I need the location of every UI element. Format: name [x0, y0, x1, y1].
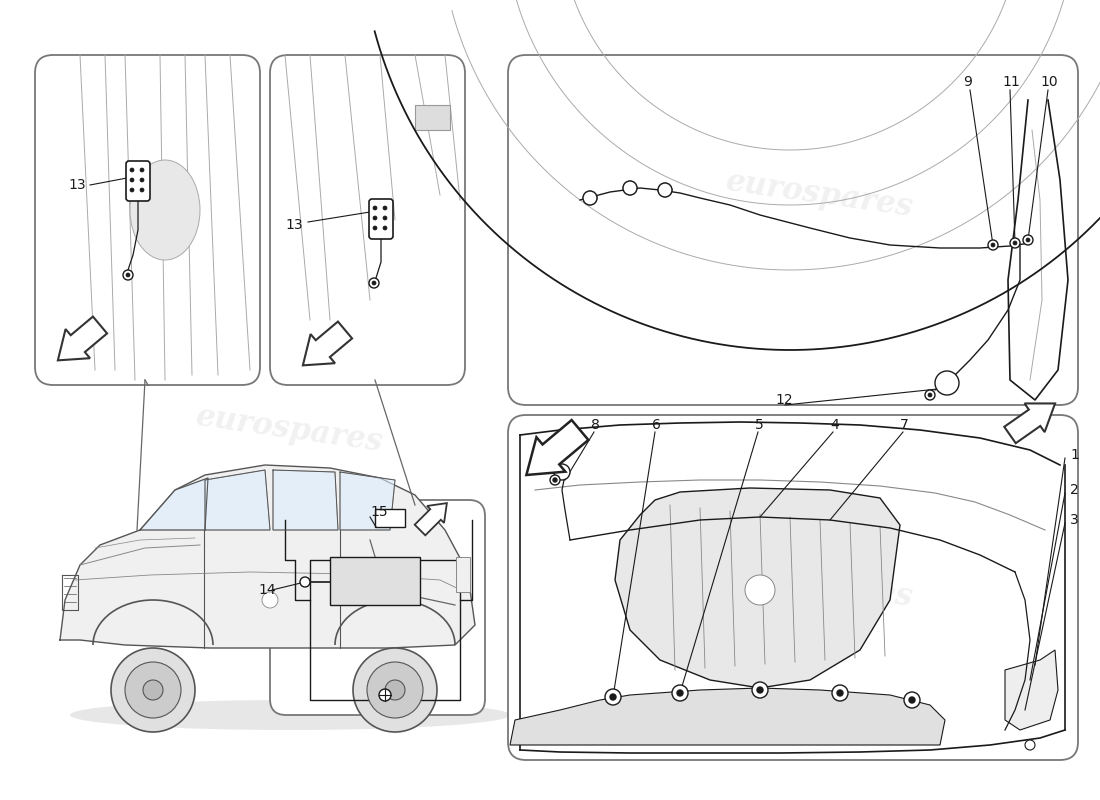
Circle shape [988, 240, 998, 250]
Circle shape [125, 662, 182, 718]
Circle shape [143, 680, 163, 700]
Circle shape [385, 680, 405, 700]
Circle shape [757, 687, 763, 693]
Polygon shape [510, 688, 945, 745]
Text: 6: 6 [652, 418, 661, 432]
Circle shape [610, 694, 616, 700]
Text: 8: 8 [591, 418, 600, 432]
Circle shape [1010, 238, 1020, 248]
Circle shape [140, 188, 144, 192]
FancyBboxPatch shape [270, 500, 485, 715]
Polygon shape [1005, 650, 1058, 730]
Polygon shape [273, 470, 338, 530]
Circle shape [904, 692, 920, 708]
Text: 5: 5 [755, 418, 763, 432]
Polygon shape [615, 488, 900, 688]
Polygon shape [58, 317, 107, 360]
Circle shape [676, 690, 683, 696]
Polygon shape [1004, 403, 1055, 443]
Text: eurospares: eurospares [724, 557, 915, 614]
Circle shape [262, 592, 278, 608]
Circle shape [1013, 241, 1018, 245]
FancyBboxPatch shape [35, 55, 260, 385]
Circle shape [935, 371, 959, 395]
Circle shape [300, 577, 310, 587]
Circle shape [553, 478, 557, 482]
Circle shape [383, 226, 387, 230]
Bar [456, 557, 470, 592]
Circle shape [368, 278, 379, 288]
Circle shape [111, 648, 195, 732]
Circle shape [123, 270, 133, 280]
Circle shape [130, 168, 134, 172]
Text: 15: 15 [370, 505, 387, 519]
Circle shape [367, 662, 424, 718]
Polygon shape [527, 420, 588, 475]
Polygon shape [140, 478, 208, 530]
Circle shape [373, 216, 377, 220]
Polygon shape [415, 503, 447, 535]
Text: 11: 11 [1002, 75, 1020, 89]
FancyBboxPatch shape [126, 161, 150, 201]
Circle shape [130, 188, 134, 192]
Text: 12: 12 [776, 393, 793, 407]
Circle shape [130, 178, 134, 182]
Circle shape [605, 689, 621, 705]
Text: 3: 3 [1070, 513, 1079, 527]
Circle shape [383, 216, 387, 220]
Circle shape [140, 168, 144, 172]
Polygon shape [302, 322, 352, 366]
Circle shape [658, 183, 672, 197]
FancyBboxPatch shape [508, 415, 1078, 760]
Ellipse shape [70, 700, 510, 730]
Text: 10: 10 [1040, 75, 1057, 89]
Polygon shape [60, 465, 475, 648]
Text: 2: 2 [1070, 483, 1079, 497]
Circle shape [379, 689, 390, 701]
Circle shape [372, 281, 376, 285]
Circle shape [928, 393, 932, 397]
Circle shape [373, 206, 377, 210]
Circle shape [752, 682, 768, 698]
Text: eurospares: eurospares [195, 402, 386, 458]
Text: 7: 7 [900, 418, 909, 432]
Ellipse shape [130, 160, 200, 260]
Circle shape [991, 243, 996, 247]
Circle shape [554, 464, 570, 480]
Circle shape [353, 648, 437, 732]
FancyBboxPatch shape [508, 55, 1078, 405]
Circle shape [672, 685, 688, 701]
Text: 9: 9 [962, 75, 972, 89]
Circle shape [832, 685, 848, 701]
Bar [330, 557, 420, 605]
Circle shape [745, 575, 776, 605]
Circle shape [140, 178, 144, 182]
Text: 1: 1 [1070, 448, 1079, 462]
Text: 14: 14 [258, 583, 276, 597]
FancyBboxPatch shape [270, 55, 465, 385]
Text: 13: 13 [285, 218, 303, 232]
Polygon shape [340, 472, 395, 530]
Circle shape [373, 226, 377, 230]
FancyBboxPatch shape [368, 199, 393, 239]
Circle shape [837, 690, 843, 696]
Bar [415, 105, 450, 130]
Circle shape [623, 181, 637, 195]
Circle shape [383, 206, 387, 210]
Text: 4: 4 [830, 418, 838, 432]
Circle shape [1023, 235, 1033, 245]
Text: eurospares: eurospares [145, 599, 285, 641]
Circle shape [1026, 238, 1030, 242]
Circle shape [909, 697, 915, 703]
Circle shape [550, 475, 560, 485]
Text: 13: 13 [68, 178, 86, 192]
Bar [375, 509, 405, 527]
Text: eurospares: eurospares [724, 166, 915, 223]
Circle shape [1025, 740, 1035, 750]
Circle shape [583, 191, 597, 205]
Circle shape [126, 273, 130, 277]
Polygon shape [205, 470, 270, 530]
Circle shape [925, 390, 935, 400]
